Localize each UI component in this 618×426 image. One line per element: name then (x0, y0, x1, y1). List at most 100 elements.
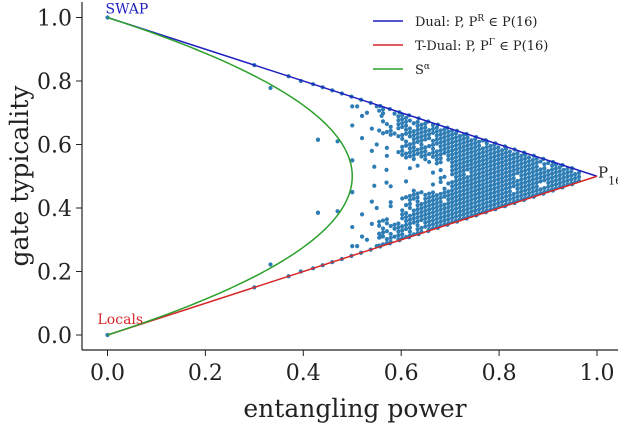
scatter-point (403, 127, 409, 132)
scatter-point (461, 204, 466, 209)
scatter-point (469, 138, 474, 143)
scatter-point (488, 159, 493, 164)
scatter-point (438, 152, 443, 157)
scatter-point (461, 172, 466, 177)
scatter-point (446, 201, 451, 206)
scatter-point (465, 191, 470, 196)
scatter-point (534, 188, 539, 193)
scatter-point (511, 195, 516, 201)
scatter-point (503, 162, 509, 167)
scatter-point (403, 155, 409, 160)
scatter-point (377, 231, 382, 236)
scatter-point (430, 210, 436, 215)
scatter-point (523, 192, 528, 197)
scatter-point (396, 126, 401, 131)
scatter-point (465, 206, 470, 212)
scatter-point (507, 189, 512, 194)
scatter-point (374, 142, 379, 147)
scatter-point (457, 209, 462, 214)
scatter-point (450, 140, 455, 145)
scatter-point (507, 197, 512, 202)
scatter-point (359, 212, 365, 217)
scatter-point (496, 181, 501, 186)
scatter-point (423, 208, 428, 213)
scatter-point (534, 184, 539, 189)
scatter-point (453, 151, 459, 156)
scatter-point (419, 142, 424, 147)
scatter-point (411, 208, 416, 213)
scatter-point (473, 160, 478, 165)
scatter-point (461, 144, 466, 149)
scatter-point (315, 210, 321, 215)
scatter-point (430, 222, 436, 227)
scatter-point (442, 194, 447, 199)
scatter-point (542, 166, 547, 171)
scatter-point (423, 220, 428, 225)
scatter-point (400, 148, 405, 153)
scatter-point (400, 224, 405, 229)
scatter-point (380, 131, 386, 136)
scatter-point (457, 173, 462, 178)
scatter-point (465, 210, 470, 216)
scatter-point (446, 209, 451, 214)
scatter-point (411, 196, 416, 201)
x-tick-label: 0.4 (286, 361, 321, 386)
scatter-point (511, 156, 516, 161)
scatter-point (507, 177, 512, 182)
scatter-point (415, 131, 420, 137)
scatter-point (427, 136, 432, 141)
scatter-point (438, 144, 443, 149)
scatter-point (434, 149, 439, 154)
scatter-point (400, 132, 405, 138)
scatter-point (484, 196, 489, 201)
scatter-point (442, 135, 447, 140)
scatter-point (403, 119, 409, 124)
scatter-point (450, 172, 455, 177)
scatter-point (415, 207, 420, 212)
scatter-point (496, 145, 501, 150)
scatter-point (469, 197, 474, 202)
scatter-point (500, 152, 505, 157)
x-tick-label: 0.8 (482, 361, 517, 386)
scatter-point (430, 190, 436, 195)
scatter-point (434, 201, 439, 206)
scatter-point (423, 129, 428, 134)
scatter-point (480, 201, 486, 207)
scatter-point (519, 161, 524, 166)
annotations: SWAP Locals P16 (98, 2, 618, 329)
scatter-point (400, 228, 405, 233)
scatter-point (534, 176, 539, 181)
scatter-point (268, 85, 273, 91)
scatter-point (546, 176, 551, 181)
scatter-point (469, 193, 474, 198)
scatter-point (372, 183, 377, 188)
scatter-point (442, 218, 447, 223)
scatter-point (400, 136, 405, 142)
scatter-point (450, 148, 455, 153)
scatter-point (457, 137, 462, 143)
scatter-point (427, 211, 432, 216)
scatter-point (473, 156, 478, 162)
scatter-point (430, 198, 436, 203)
scatter-point (403, 210, 409, 216)
scatter-point (407, 154, 413, 159)
scatter-point (430, 138, 436, 143)
scatter-point (484, 164, 489, 170)
scatter-point (480, 178, 486, 183)
scatter-point (411, 129, 416, 134)
y-axis-label: gate typicality (5, 85, 34, 267)
scatter-point (419, 146, 424, 151)
scatter-point (411, 121, 416, 126)
scatter-point (384, 145, 389, 150)
y-tick-label: 1.0 (37, 7, 72, 32)
scatter-point (473, 152, 478, 158)
scatter-point (403, 151, 409, 156)
scatter-point (427, 191, 432, 196)
scatter-point (453, 167, 459, 172)
scatter-point (500, 199, 505, 204)
scatter-point (415, 127, 420, 133)
scatter-point (503, 190, 509, 195)
scatter-point (461, 176, 466, 181)
scatter-point (419, 190, 424, 195)
scatter-point (488, 187, 493, 192)
